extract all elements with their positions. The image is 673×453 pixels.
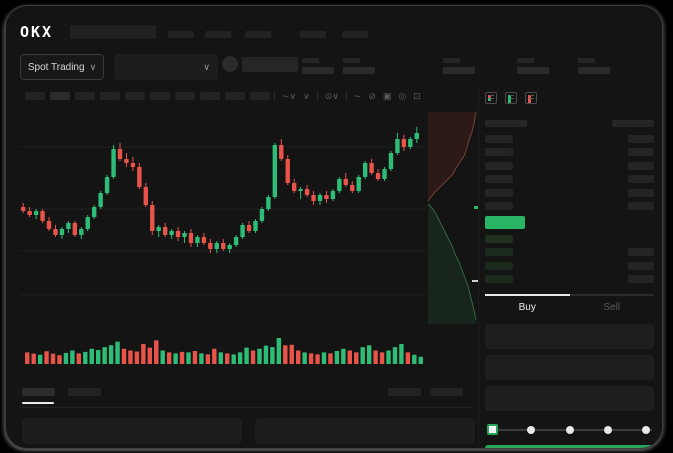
timeframe-button[interactable] (250, 92, 270, 100)
ask-row[interactable] (485, 132, 654, 146)
history-icon[interactable]: ◎ (398, 90, 407, 101)
trade-tabs: Buy Sell (485, 294, 654, 318)
compare-icon[interactable]: ⊘ (368, 90, 376, 101)
chevron-down-icon: ∨ (89, 61, 97, 72)
nav-item-placeholder[interactable] (245, 31, 271, 38)
orderbook-layout-switcher (485, 92, 654, 104)
order-input-placeholder[interactable] (485, 324, 654, 349)
tab-buy[interactable]: Buy (485, 294, 570, 318)
depth-overlay (426, 110, 478, 328)
fullscreen-icon[interactable]: ⊡ (413, 90, 421, 101)
orders-panel-placeholder (22, 418, 242, 444)
orderbook-header (485, 120, 654, 127)
ticker-stat (343, 58, 375, 74)
order-input-placeholder[interactable] (485, 355, 654, 380)
nav-item-placeholder[interactable] (168, 31, 194, 38)
timeframe-button[interactable] (125, 92, 145, 100)
tab-sell[interactable]: Sell (569, 294, 654, 318)
ticker-stat (578, 58, 610, 74)
order-input-placeholder[interactable] (485, 386, 654, 411)
ticker-stat (443, 58, 475, 74)
bid-row[interactable] (485, 246, 654, 260)
orderbook-asks (485, 132, 654, 213)
ask-row[interactable] (485, 186, 654, 200)
orders-panel-placeholder (255, 418, 475, 444)
market-type-selector[interactable]: Spot Trading ∨ (20, 54, 104, 80)
timeframe-button[interactable] (50, 92, 70, 100)
divider (20, 407, 472, 408)
chart-tools: ∼∨ ∨ ⊙∨ ∼ ⊘ ▣ ◎ ⊡ (274, 88, 421, 104)
timeframe-button[interactable] (175, 92, 195, 100)
trade-sidebar: Buy Sell (478, 88, 662, 448)
slider-handle[interactable] (487, 424, 498, 435)
bottom-tab-history[interactable] (68, 388, 101, 396)
slider-step-dot[interactable] (565, 426, 574, 434)
bottom-action-2[interactable] (430, 388, 463, 396)
timeframe-button[interactable] (100, 92, 120, 100)
bid-row[interactable] (485, 273, 654, 287)
interval-dropdown-icon[interactable]: ∨ (303, 90, 310, 101)
slider-step-dot[interactable] (642, 426, 650, 434)
timeframe-button[interactable] (150, 92, 170, 100)
indicators-icon[interactable]: ⊙∨ (324, 90, 339, 101)
timeframe-button[interactable] (225, 92, 245, 100)
ticker-stat (302, 58, 334, 74)
orderbook-layout-bids-icon[interactable] (505, 92, 517, 104)
amount-slider[interactable] (485, 424, 654, 436)
timeframe-button[interactable] (25, 92, 45, 100)
bottom-tab-orders[interactable] (22, 388, 55, 396)
buy-button[interactable] (485, 445, 654, 448)
bid-row[interactable] (485, 232, 654, 246)
ask-row[interactable] (485, 200, 654, 214)
ask-row[interactable] (485, 146, 654, 160)
chevron-down-icon: ∨ (203, 61, 210, 72)
coin-icon (222, 56, 238, 72)
nav-item-placeholder[interactable] (300, 31, 326, 38)
order-form (485, 324, 654, 411)
bid-row[interactable] (485, 259, 654, 273)
ask-row[interactable] (485, 173, 654, 187)
orderbook-bids (485, 232, 654, 286)
timeframe-button[interactable] (75, 92, 95, 100)
app-window: OKX Spot Trading ∨ ∨ ∼∨ ∨ ⊙∨ ∼ ⊘ ▣ ◎ ⊡ (5, 5, 663, 449)
market-type-label: Spot Trading (27, 61, 85, 73)
slider-step-dot[interactable] (603, 426, 612, 434)
last-price-indicator (485, 216, 525, 229)
camera-icon[interactable]: ▣ (382, 90, 392, 101)
orderbook-layout-both-icon[interactable] (485, 92, 497, 104)
pair-dropdown[interactable]: ∨ (114, 54, 218, 80)
timeframe-button[interactable] (200, 92, 220, 100)
okx-logo[interactable]: OKX (20, 23, 54, 41)
slider-step-dot[interactable] (527, 426, 536, 434)
active-tab-underline (22, 402, 54, 404)
ask-row[interactable] (485, 159, 654, 173)
nav-item-placeholder[interactable] (342, 31, 368, 38)
candle-type-icon[interactable]: ∼∨ (282, 90, 297, 101)
volume-chart (24, 336, 424, 368)
bottom-action-1[interactable] (388, 388, 421, 396)
search-bar-placeholder[interactable] (70, 25, 156, 39)
orderbook-layout-asks-icon[interactable] (525, 92, 537, 104)
price-placeholder (242, 57, 298, 72)
candlestick-chart[interactable] (20, 110, 426, 334)
ticker-stat (517, 58, 549, 74)
line-tool-icon[interactable]: ∼ (353, 90, 362, 101)
nav-item-placeholder[interactable] (205, 31, 231, 38)
